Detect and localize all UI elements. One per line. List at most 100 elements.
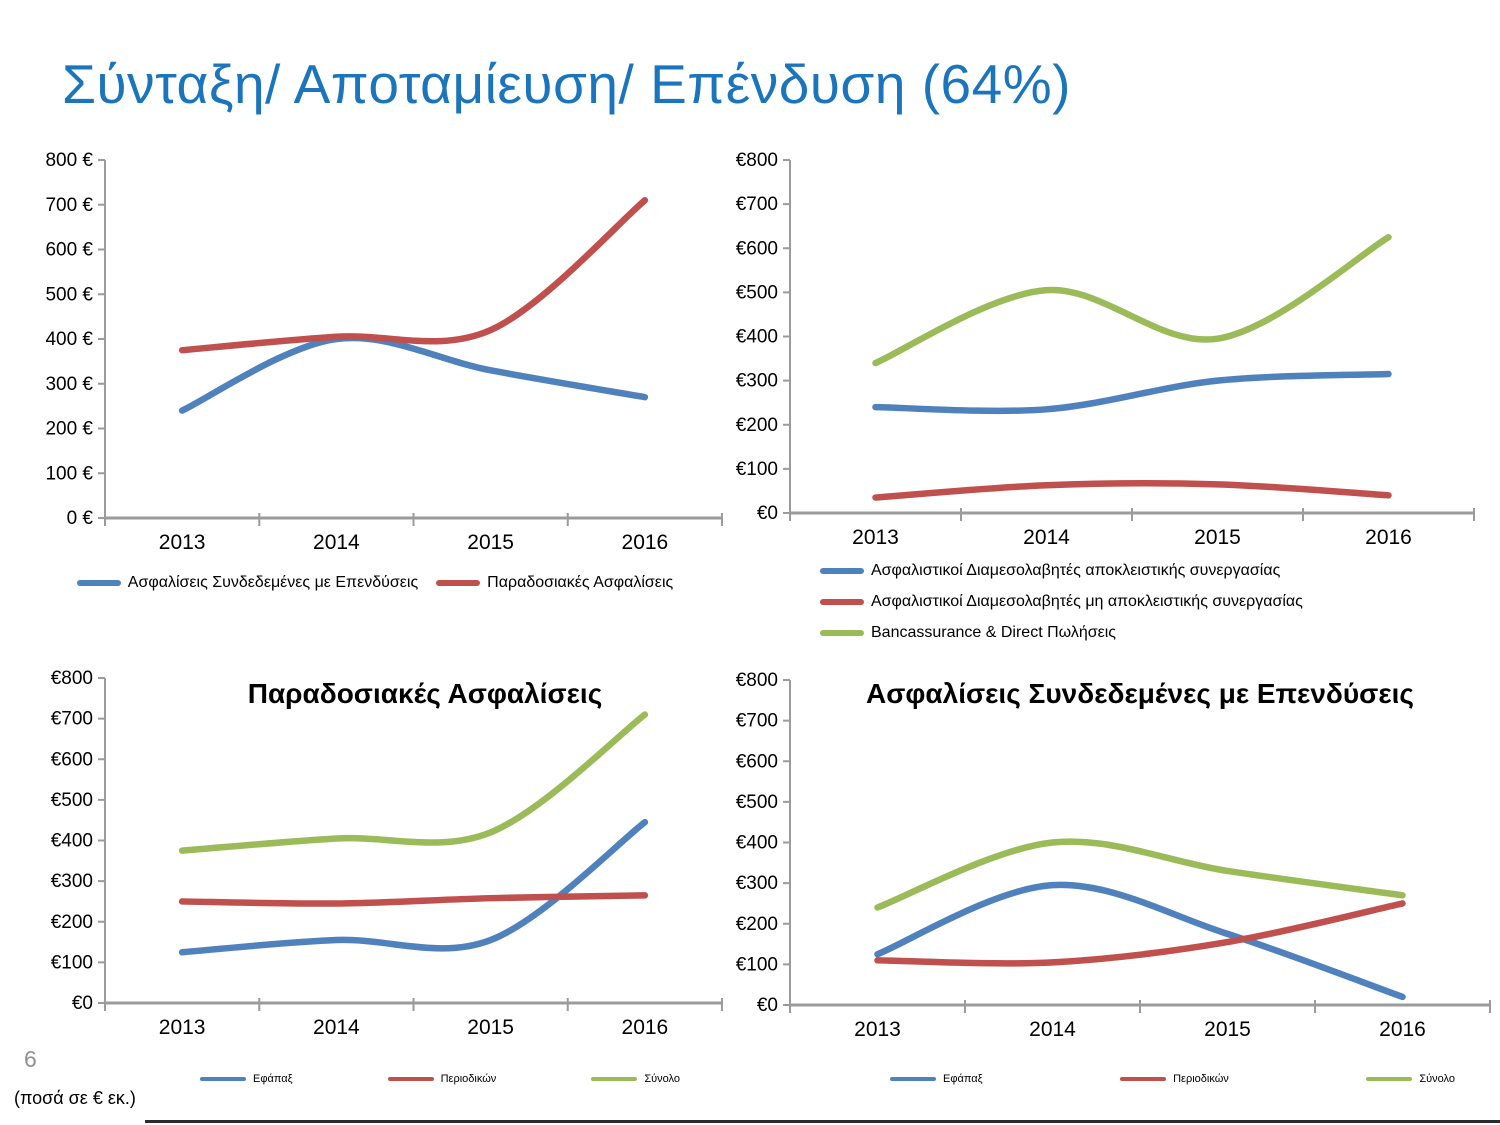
chart-unit-linked-breakdown: €0 €100 €200 €300 €400 €500 €600 €700 €800 2013 20… <box>700 660 1495 1055</box>
legend-swatch-blue <box>890 1077 936 1081</box>
series-line-red <box>178 197 649 354</box>
y-tick-label: 300 € <box>45 374 93 395</box>
legend-label: Bancassurance & Direct Πωλήσεις <box>871 624 1116 641</box>
chart-unit-linked-vs-traditional: 0 € 100 € 200 € 300 € 400 € 500 € 600 € 700 € 80… <box>20 145 730 560</box>
legend-bottom-left-chart: Εφάπαξ Περιοδικών Σύνολο <box>200 1066 680 1092</box>
legend-label: Περιοδικών <box>440 1073 497 1085</box>
series-line-green <box>178 711 649 854</box>
y-tick-label: €100 <box>736 459 778 480</box>
x-tick-label: 2016 <box>622 531 669 554</box>
legend-label: Ασφαλιστικοί Διαμεσολαβητές μη αποκλειστ… <box>871 593 1303 610</box>
series-line-green <box>874 838 1406 911</box>
legend-label: Παραδοσιακές Ασφαλίσεις <box>487 574 674 591</box>
legend-swatch-green <box>1366 1077 1413 1081</box>
legend-top-left-chart: Ασφαλίσεις Συνδεδεμένες με Επενδύσεις Παρ… <box>20 568 730 598</box>
series-line-green <box>872 233 1392 367</box>
legend-label: Εφάπαξ <box>943 1073 983 1085</box>
y-tick-label: €600 <box>736 238 778 259</box>
chart-svg: 0 € 100 € 200 € 300 € 400 € 500 € 600 € 700 € 80… <box>45 150 723 554</box>
y-tick-label: €300 <box>736 371 778 392</box>
legend-item: Ασφαλίσεις Συνδεδεμένες με Επενδύσεις <box>76 574 419 592</box>
series-line-blue <box>874 881 1406 1001</box>
y-tick-label: 400 € <box>45 329 93 350</box>
legend-swatch-red <box>1120 1077 1167 1081</box>
legend-label: Ασφαλιστικοί Διαμεσολαβητές αποκλειστική… <box>871 562 1281 579</box>
legend-item: Εφάπαξ <box>890 1073 983 1085</box>
y-tick-label: €100 <box>736 954 778 975</box>
legend-bottom-right-chart: Εφάπαξ Περιοδικών Σύνολο <box>890 1066 1455 1092</box>
chart-by-distribution-channel: €0 €100 €200 €300 €400 €500 €600 €700 €800 2013 20… <box>700 145 1480 555</box>
series-line-blue <box>178 818 649 956</box>
x-tick-label: 2015 <box>467 1016 514 1039</box>
y-tick-label: €400 <box>736 327 778 348</box>
legend-swatch-blue <box>200 1077 246 1081</box>
legend-swatch-red <box>387 1077 434 1081</box>
series-line-red <box>178 892 649 907</box>
y-tick-label: €0 <box>757 995 778 1016</box>
x-tick-label: 2013 <box>159 1016 206 1039</box>
x-tick-label: 2014 <box>1029 1018 1076 1041</box>
y-tick-label: €200 <box>736 415 778 436</box>
x-tick-label: 2014 <box>1023 526 1070 549</box>
x-tick-label: 2014 <box>313 1016 360 1039</box>
legend-item: Ασφαλιστικοί Διαμεσολαβητές μη αποκλειστ… <box>820 593 1303 611</box>
series-line-red <box>872 480 1392 501</box>
x-tick-label: 2015 <box>467 531 514 554</box>
y-tick-label: €400 <box>736 833 778 854</box>
series-line-red <box>874 900 1406 967</box>
chart-title-unit-linked: Ασφαλίσεις Συνδεδεμένες με Επενδύσεις <box>866 678 1414 709</box>
y-tick-label: €500 <box>51 790 93 811</box>
y-tick-label: €600 <box>736 751 778 772</box>
chart-svg: €0 €100 €200 €300 €400 €500 €600 €700 €800 2013 20… <box>736 150 1475 549</box>
y-tick-label: 600 € <box>45 240 93 261</box>
page-number: 6 <box>24 1046 37 1072</box>
y-tick-label: 0 € <box>67 508 94 529</box>
x-tick-label: 2016 <box>1379 1018 1426 1041</box>
y-tick-label: 700 € <box>45 195 93 216</box>
y-tick-label: €0 <box>72 993 93 1014</box>
x-tick-label: 2016 <box>1365 526 1412 549</box>
y-tick-label: €200 <box>736 914 778 935</box>
chart-svg: €0 €100 €200 €300 €400 €500 €600 €700 €800 2013 20… <box>736 670 1491 1041</box>
legend-swatch-green <box>820 630 864 636</box>
y-tick-label: €300 <box>736 873 778 894</box>
y-tick-label: €800 <box>51 668 93 689</box>
y-tick-label: 200 € <box>45 419 93 440</box>
chart-traditional-breakdown: €0 €100 €200 €300 €400 €500 €600 €700 €800 2013 20… <box>20 660 730 1050</box>
chart-title-traditional: Παραδοσιακές Ασφαλίσεις <box>247 678 603 709</box>
legend-label: Ασφαλίσεις Συνδεδεμένες με Επενδύσεις <box>127 574 419 591</box>
y-tick-label: €400 <box>51 831 93 852</box>
bottom-divider <box>145 1120 1500 1123</box>
legend-item: Παραδοσιακές Ασφαλίσεις <box>436 574 673 592</box>
legend-item: Εφάπαξ <box>200 1073 293 1085</box>
y-tick-label: €700 <box>736 711 778 732</box>
y-tick-label: €500 <box>736 282 778 303</box>
legend-item: Σύνολο <box>1366 1073 1455 1085</box>
legend-item: Bancassurance & Direct Πωλήσεις <box>820 624 1116 642</box>
x-tick-label: 2013 <box>852 526 899 549</box>
legend-label: Περιοδικών <box>1173 1073 1229 1085</box>
y-tick-label: €100 <box>51 952 93 973</box>
page-title: Σύνταξη/ Αποταμίευση/ Επένδυση (64%) <box>62 53 1071 115</box>
y-tick-label: €200 <box>51 912 93 933</box>
x-tick-label: 2015 <box>1194 526 1241 549</box>
legend-label: Σύνολο <box>644 1073 680 1085</box>
y-tick-label: 100 € <box>45 463 93 484</box>
y-tick-label: 500 € <box>45 284 93 305</box>
legend-label: Εφάπαξ <box>253 1073 293 1085</box>
chart-svg: €0 €100 €200 €300 €400 €500 €600 €700 €800 2013 20… <box>51 668 723 1039</box>
x-tick-label: 2015 <box>1204 1018 1251 1041</box>
y-tick-label: €700 <box>51 709 93 730</box>
legend-swatch-green <box>591 1077 638 1081</box>
legend-swatch-red <box>820 599 864 605</box>
y-tick-label: €600 <box>51 749 93 770</box>
y-tick-label: €800 <box>736 670 778 691</box>
legend-label: Σύνολο <box>1419 1073 1455 1085</box>
x-tick-label: 2013 <box>159 531 206 554</box>
x-tick-label: 2014 <box>313 531 360 554</box>
legend-swatch-red <box>436 580 481 586</box>
y-tick-label: €0 <box>757 503 778 524</box>
y-tick-label: €500 <box>736 792 778 813</box>
legend-item: Περιοδικών <box>1120 1073 1229 1085</box>
